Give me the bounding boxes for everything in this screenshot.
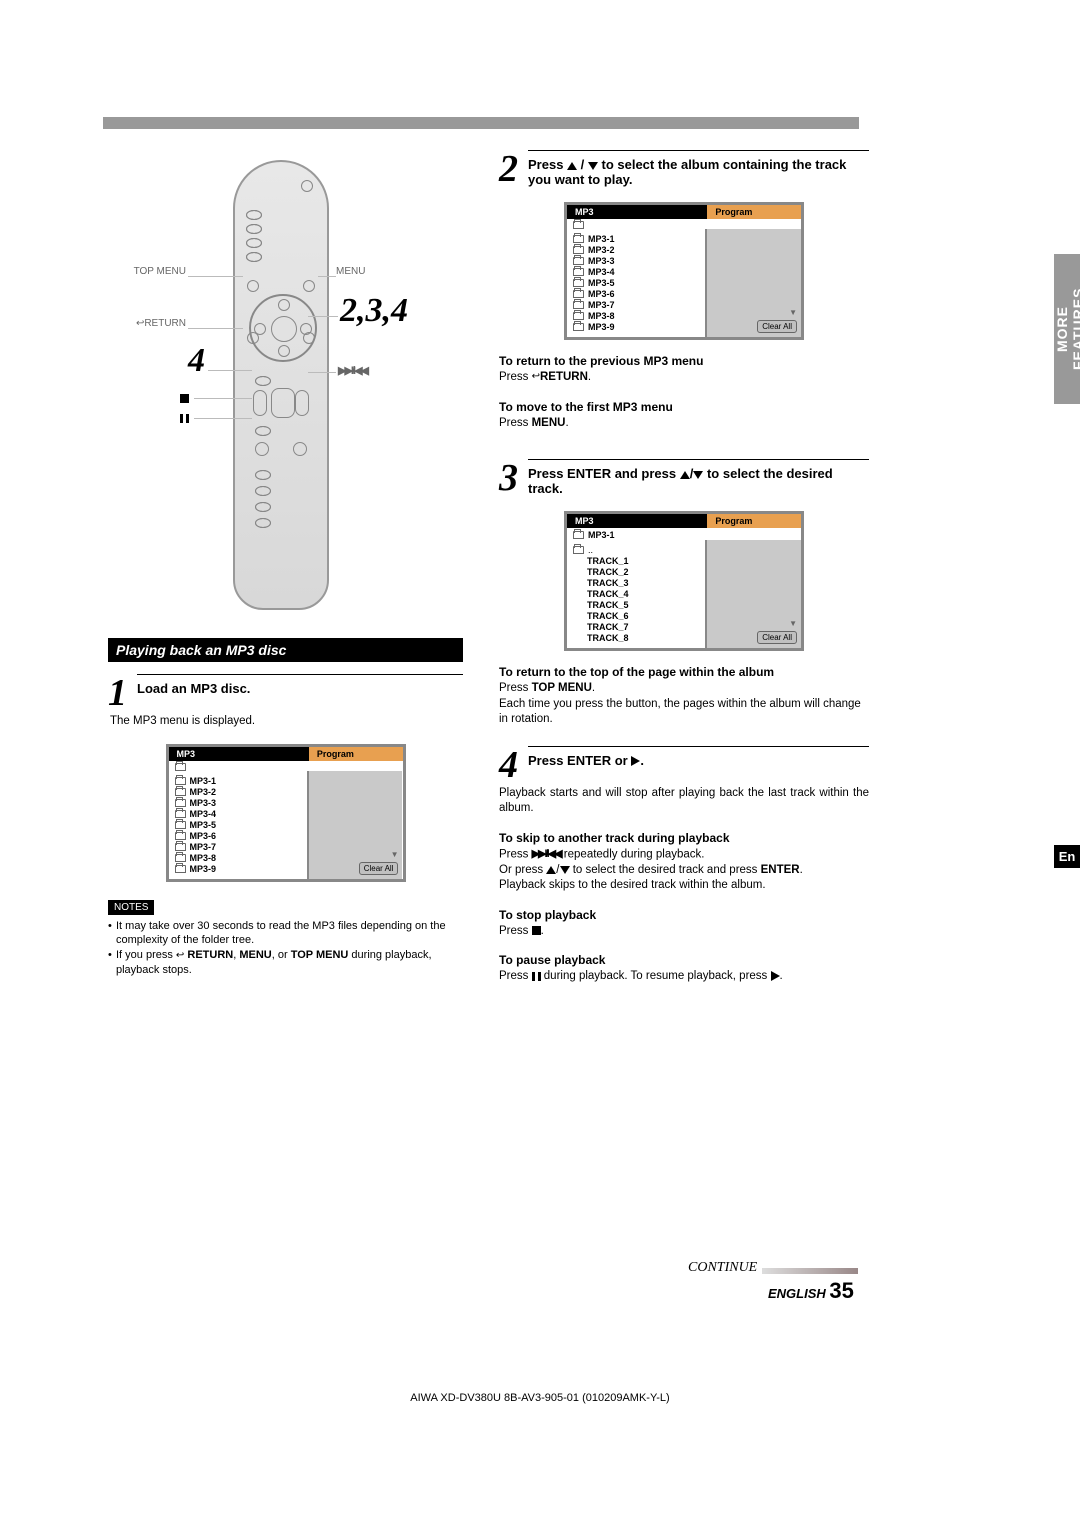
note-item: It may take over 30 seconds to read the … — [108, 919, 463, 949]
notes-list: It may take over 30 seconds to read the … — [108, 919, 463, 978]
remote-label-topmenu: TOP MENU — [118, 266, 186, 277]
side-tab-en: En — [1054, 845, 1080, 868]
sub-top-head: To return to the top of the page within … — [499, 665, 869, 679]
step-4: 4 Press ENTER or . — [499, 746, 869, 784]
sub-pause-body: Press during playback. To resume playbac… — [499, 969, 869, 985]
top-grey-bar — [103, 117, 859, 129]
continue-label: CONTINUE — [688, 1260, 757, 1276]
step-1-title: Load an MP3 disc. — [137, 681, 463, 696]
remote-label-return: ↩RETURN — [130, 318, 186, 329]
screen1-head-right: Program — [309, 747, 403, 761]
mp3-menu-screen-1: MP3 Program MP3-1 MP3-2 MP3-3 MP3-4 MP3-… — [166, 744, 406, 882]
section-heading: Playing back an MP3 disc — [108, 638, 463, 662]
screen1-clear-all: Clear All — [359, 862, 399, 875]
screen1-head-left: MP3 — [169, 747, 309, 761]
screen3-head-right: Program — [707, 514, 801, 528]
sub-first-body: Press MENU. — [499, 416, 869, 432]
left-column: TOP MENU MENU ↩RETURN 2,3,4 4 ▶▶I/I◀◀ Pl… — [108, 150, 463, 985]
right-column: 2 Press / to select the album containing… — [499, 150, 869, 985]
screen2-head-left: MP3 — [567, 205, 707, 219]
remote-label-skip: ▶▶I/I◀◀ — [338, 364, 367, 377]
sub-skip-head: To skip to another track during playback — [499, 831, 869, 845]
screen2-clear-all: Clear All — [757, 320, 797, 333]
step-3-num: 3 — [499, 459, 518, 497]
mp3-track-screen: MP3 Program MP3-1 .. TRACK_1 TRACK_2 TRA… — [564, 511, 804, 651]
step-2-num: 2 — [499, 150, 518, 188]
step-1-num: 1 — [108, 674, 127, 712]
step-4-num: 4 — [499, 746, 518, 784]
remote-stop-icon — [180, 392, 189, 404]
step-2: 2 Press / to select the album containing… — [499, 150, 869, 188]
callout-234: 2,3,4 — [340, 292, 408, 330]
step-1: 1 Load an MP3 disc. — [108, 674, 463, 712]
continue-bar — [762, 1268, 858, 1274]
mp3-menu-screen-2: MP3 Program MP3-1 MP3-2 MP3-3 MP3-4 MP3-… — [564, 202, 804, 340]
sub-pause-head: To pause playback — [499, 953, 869, 967]
step-2-title: Press / to select the album containing t… — [528, 157, 869, 187]
remote-label-menu: MENU — [336, 266, 365, 277]
step-4-desc: Playback starts and will stop after play… — [499, 786, 869, 817]
sub-first-head: To move to the first MP3 menu — [499, 400, 869, 414]
sub-prev-body: Press ↩RETURN. — [499, 370, 869, 386]
callout-4: 4 — [188, 342, 205, 380]
step-3-title: Press ENTER and press / to select the de… — [528, 466, 869, 496]
step-4-title: Press ENTER or . — [528, 753, 869, 768]
step-3: 3 Press ENTER and press / to select the … — [499, 459, 869, 497]
step-1-desc: The MP3 menu is displayed. — [110, 714, 463, 730]
sub-prev-head: To return to the previous MP3 menu — [499, 354, 869, 368]
notes-label: NOTES — [108, 900, 154, 915]
side-tab-more-features: MORE FEATURES — [1054, 254, 1080, 404]
screen3-head-left: MP3 — [567, 514, 707, 528]
note-item: If you press ↩ RETURN, MENU, or TOP MENU… — [108, 948, 463, 978]
sub-skip-body: Press ▶▶I/I◀◀ repeatedly during playback… — [499, 847, 869, 894]
english-page: ENGLISH 35 — [768, 1278, 854, 1304]
remote-pause-icon — [180, 412, 189, 424]
screen3-clear-all: Clear All — [757, 631, 797, 644]
footer-code: AIWA XD-DV380U 8B-AV3-905-01 (010209AMK-… — [0, 1392, 1080, 1404]
sub-stop-head: To stop playback — [499, 908, 869, 922]
screen2-head-right: Program — [707, 205, 801, 219]
sub-top-body: Press TOP MENU. Each time you press the … — [499, 681, 869, 728]
sub-stop-body: Press . — [499, 924, 869, 940]
remote-diagram: TOP MENU MENU ↩RETURN 2,3,4 4 ▶▶I/I◀◀ — [108, 150, 463, 610]
